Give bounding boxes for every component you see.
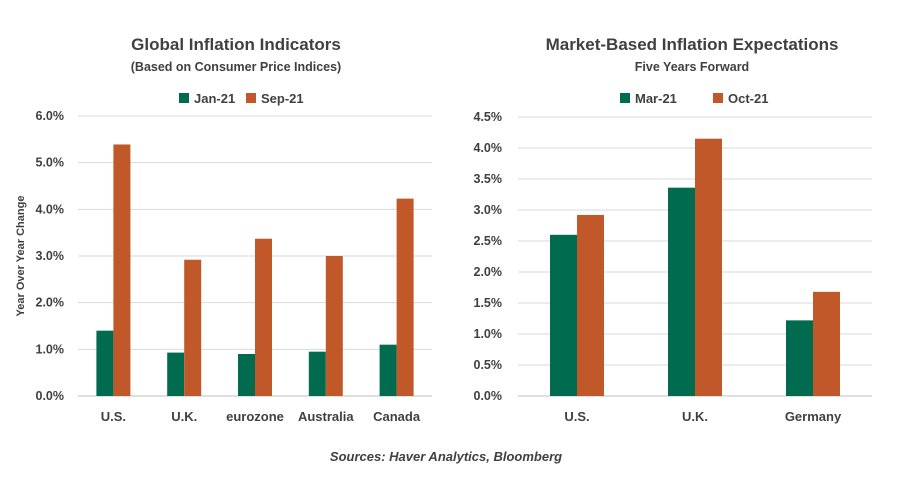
chart-1-y-tick-label: 3.0% (36, 249, 65, 263)
chart-1-y-ticks: 0.0% 1.0% 2.0% 3.0% 4.0% 5.0% 6.0% (36, 109, 65, 403)
chart-2-subtitle: Five Years Forward (635, 60, 749, 74)
chart-2-y-tick-label: 1.5% (474, 296, 503, 310)
chart-1-subtitle: (Based on Consumer Price Indices) (131, 60, 341, 74)
chart-2-y-ticks: 0.0% 0.5% 1.0% 1.5% 2.0% 2.5% 3.0% 3.5% 4.0% 4.5% (474, 110, 503, 403)
chart-2-bar-oct-21 (813, 291, 840, 396)
chart-1-legend-label-1: Jan-21 (194, 91, 235, 106)
chart-2-x-ticks: U.S. U.K. Germany (564, 409, 842, 424)
chart-2-bar-oct-21 (577, 214, 604, 396)
chart-1-y-tick-label: 2.0% (36, 296, 65, 310)
chart-2-bars (550, 138, 840, 396)
chart-2-y-tick-label: 4.0% (474, 141, 503, 155)
chart-2-y-tick-label: 1.0% (474, 327, 503, 341)
chart-2-bar-mar-21 (550, 234, 577, 396)
chart-1-bar-sep-21 (255, 238, 272, 396)
chart-2-y-tick-label: 0.5% (474, 358, 503, 372)
chart-2-y-tick-label: 2.0% (474, 265, 503, 279)
chart-2-bar-oct-21 (695, 138, 722, 396)
chart-1-bar-jan-21 (96, 330, 114, 396)
chart-1-y-tick-label: 0.0% (36, 389, 65, 403)
chart-2-legend-swatch-2 (713, 93, 723, 103)
chart-1-y-tick-label: 4.0% (36, 202, 65, 216)
chart-2-y-tick-label: 3.0% (474, 203, 503, 217)
chart-1-y-axis-label: Year Over Year Change (15, 196, 27, 317)
chart-2-x-tick-label: U.K. (682, 409, 708, 424)
chart-1-legend-label-2: Sep-21 (261, 91, 304, 106)
chart-2-legend-label-2: Oct-21 (728, 91, 768, 106)
chart-2-y-tick-label: 2.5% (474, 234, 503, 248)
chart-2-y-tick-label: 0.0% (474, 389, 503, 403)
chart-2-x-tick-label: Germany (785, 409, 842, 424)
chart-1-x-tick-label: eurozone (226, 409, 284, 424)
chart-2: Market-Based Inflation Expectations Five… (474, 35, 872, 424)
chart-2-legend-label-1: Mar-21 (635, 91, 677, 106)
chart-1-legend-swatch-1 (179, 93, 189, 103)
chart-1-bar-sep-21 (325, 256, 343, 396)
chart-2-y-tick-label: 3.5% (474, 172, 503, 186)
source-note: Sources: Haver Analytics, Bloomberg (330, 449, 562, 464)
chart-2-bar-mar-21 (786, 320, 813, 396)
chart-1-y-tick-label: 1.0% (36, 342, 65, 356)
chart-1-x-tick-label: U.K. (171, 409, 197, 424)
chart-1-bar-jan-21 (379, 344, 397, 396)
chart-2-y-tick-label: 4.5% (474, 110, 503, 124)
chart-2-x-tick-label: U.S. (564, 409, 589, 424)
chart-1-x-tick-label: Canada (373, 409, 421, 424)
chart-2-bar-mar-21 (668, 187, 695, 396)
chart-1-bar-sep-21 (396, 198, 414, 396)
chart-2-title: Market-Based Inflation Expectations (546, 35, 839, 54)
chart-1-x-tick-label: Australia (298, 409, 354, 424)
chart-2-legend-swatch-1 (620, 93, 630, 103)
chart-1-bar-sep-21 (184, 259, 202, 396)
chart-1-x-ticks: U.S. U.K. eurozone Australia Canada (101, 409, 421, 424)
chart-1-legend-swatch-2 (246, 93, 256, 103)
chart-1-x-tick-label: U.S. (101, 409, 126, 424)
chart-1-bar-jan-21 (238, 354, 255, 396)
chart-1-bar-jan-21 (167, 352, 185, 396)
chart-1-bar-sep-21 (113, 144, 131, 396)
chart-1-y-tick-label: 6.0% (36, 109, 65, 123)
chart-1-bar-jan-21 (308, 351, 326, 396)
chart-1-y-tick-label: 5.0% (36, 156, 65, 170)
chart-1-title: Global Inflation Indicators (131, 35, 341, 54)
chart-1-bars (96, 144, 414, 396)
chart-1: Global Inflation Indicators (Based on Co… (15, 35, 432, 424)
